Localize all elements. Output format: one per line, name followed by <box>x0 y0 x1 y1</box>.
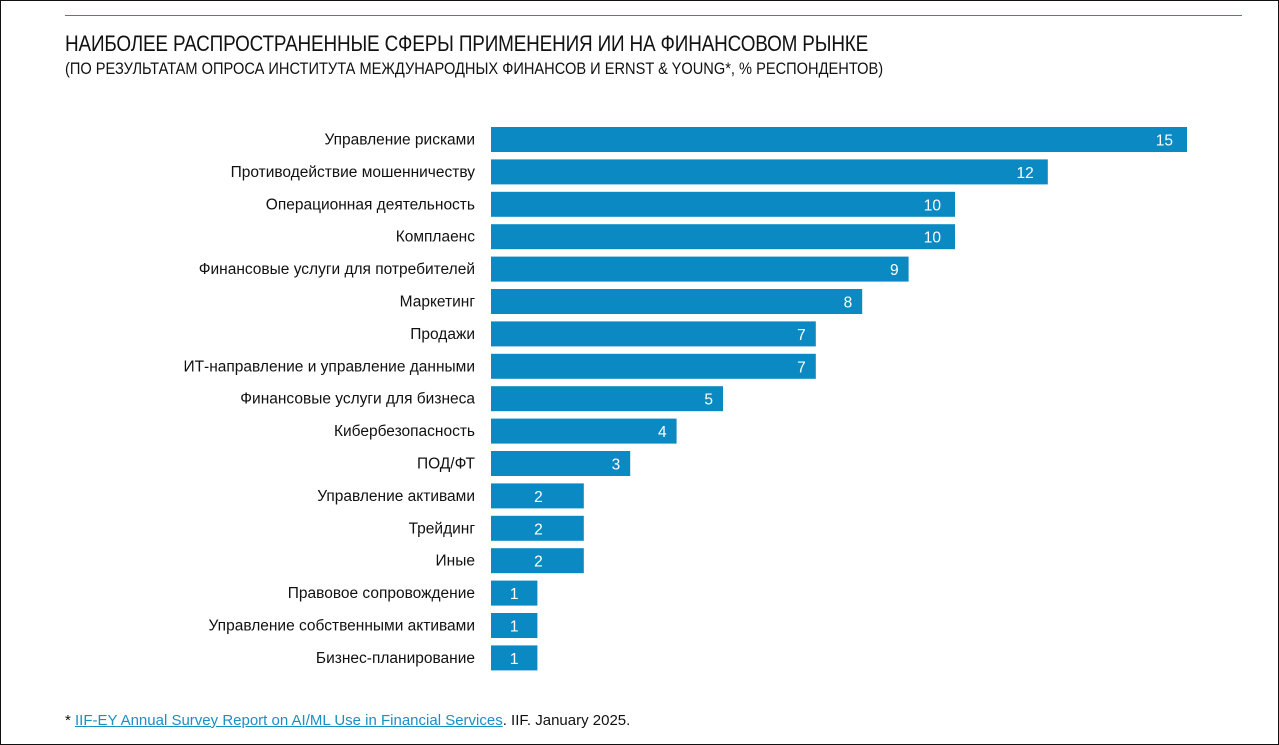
category-label: Противодействие мошенничеству <box>231 164 476 181</box>
data-label: 1 <box>510 586 519 603</box>
data-label: 9 <box>890 262 899 279</box>
bar <box>491 548 584 574</box>
category-label: Финансовые услуги для бизнеса <box>240 391 475 408</box>
category-label: Финансовые услуги для потребителей <box>199 261 475 278</box>
bar <box>491 418 677 444</box>
data-label: 2 <box>534 489 543 506</box>
category-label: Бизнес-планирование <box>316 650 475 667</box>
data-label: 10 <box>924 197 942 214</box>
bar <box>491 191 955 217</box>
footnote: * IIF-EY Annual Survey Report on AI/ML U… <box>65 712 630 729</box>
footnote-rest: . IIF. January 2025. <box>502 712 631 729</box>
data-label: 12 <box>1017 165 1034 182</box>
data-label: 7 <box>797 359 806 376</box>
chart-title: НАИБОЛЕЕ РАСПРОСТРАНЕННЫЕ СФЕРЫ ПРИМЕНЕН… <box>65 31 869 56</box>
category-label: Правовое сопровождение <box>288 585 475 602</box>
data-label: 5 <box>704 392 713 409</box>
data-label: 7 <box>797 327 806 344</box>
bar <box>491 224 955 250</box>
top-divider <box>65 15 1242 16</box>
bar <box>491 353 816 379</box>
bar <box>491 515 584 541</box>
data-label: 1 <box>510 651 519 668</box>
bar <box>491 159 1048 185</box>
category-label: Иные <box>436 553 475 570</box>
category-label: Управление собственными активами <box>209 618 475 635</box>
category-label: ИТ-направление и управление данными <box>183 358 475 375</box>
category-label: Управление рисками <box>324 132 475 149</box>
bar <box>491 289 863 314</box>
bar <box>491 256 909 282</box>
bar <box>491 127 1187 152</box>
category-label: Операционная деятельность <box>266 196 475 213</box>
chart-subtitle: (ПО РЕЗУЛЬТАТАМ ОПРОСА ИНСТИТУТА МЕЖДУНА… <box>65 59 884 78</box>
category-label: Кибербезопасность <box>334 423 475 440</box>
category-label: Маркетинг <box>400 294 476 311</box>
data-label: 2 <box>534 521 543 538</box>
source-link[interactable]: IIF-EY Annual Survey Report on AI/ML Use… <box>75 712 503 729</box>
bar <box>491 321 816 347</box>
data-label: 15 <box>1156 133 1173 150</box>
bar <box>491 386 723 412</box>
category-label: Управление активами <box>317 488 475 505</box>
bar <box>491 580 538 606</box>
data-label: 8 <box>844 295 853 312</box>
category-label: Трейдинг <box>409 520 476 537</box>
data-label: 3 <box>612 457 621 474</box>
data-label: 1 <box>510 619 519 636</box>
data-label: 4 <box>658 424 667 441</box>
data-label: 2 <box>534 554 543 571</box>
category-label: Продажи <box>410 326 475 343</box>
footnote-marker: * <box>65 712 71 729</box>
category-label: ПОД/ФТ <box>417 456 476 473</box>
bar <box>491 645 538 671</box>
bar <box>491 451 631 476</box>
bar <box>491 613 538 638</box>
category-label: Комплаенс <box>396 229 476 246</box>
data-label: 10 <box>924 230 942 247</box>
bar <box>491 483 584 509</box>
